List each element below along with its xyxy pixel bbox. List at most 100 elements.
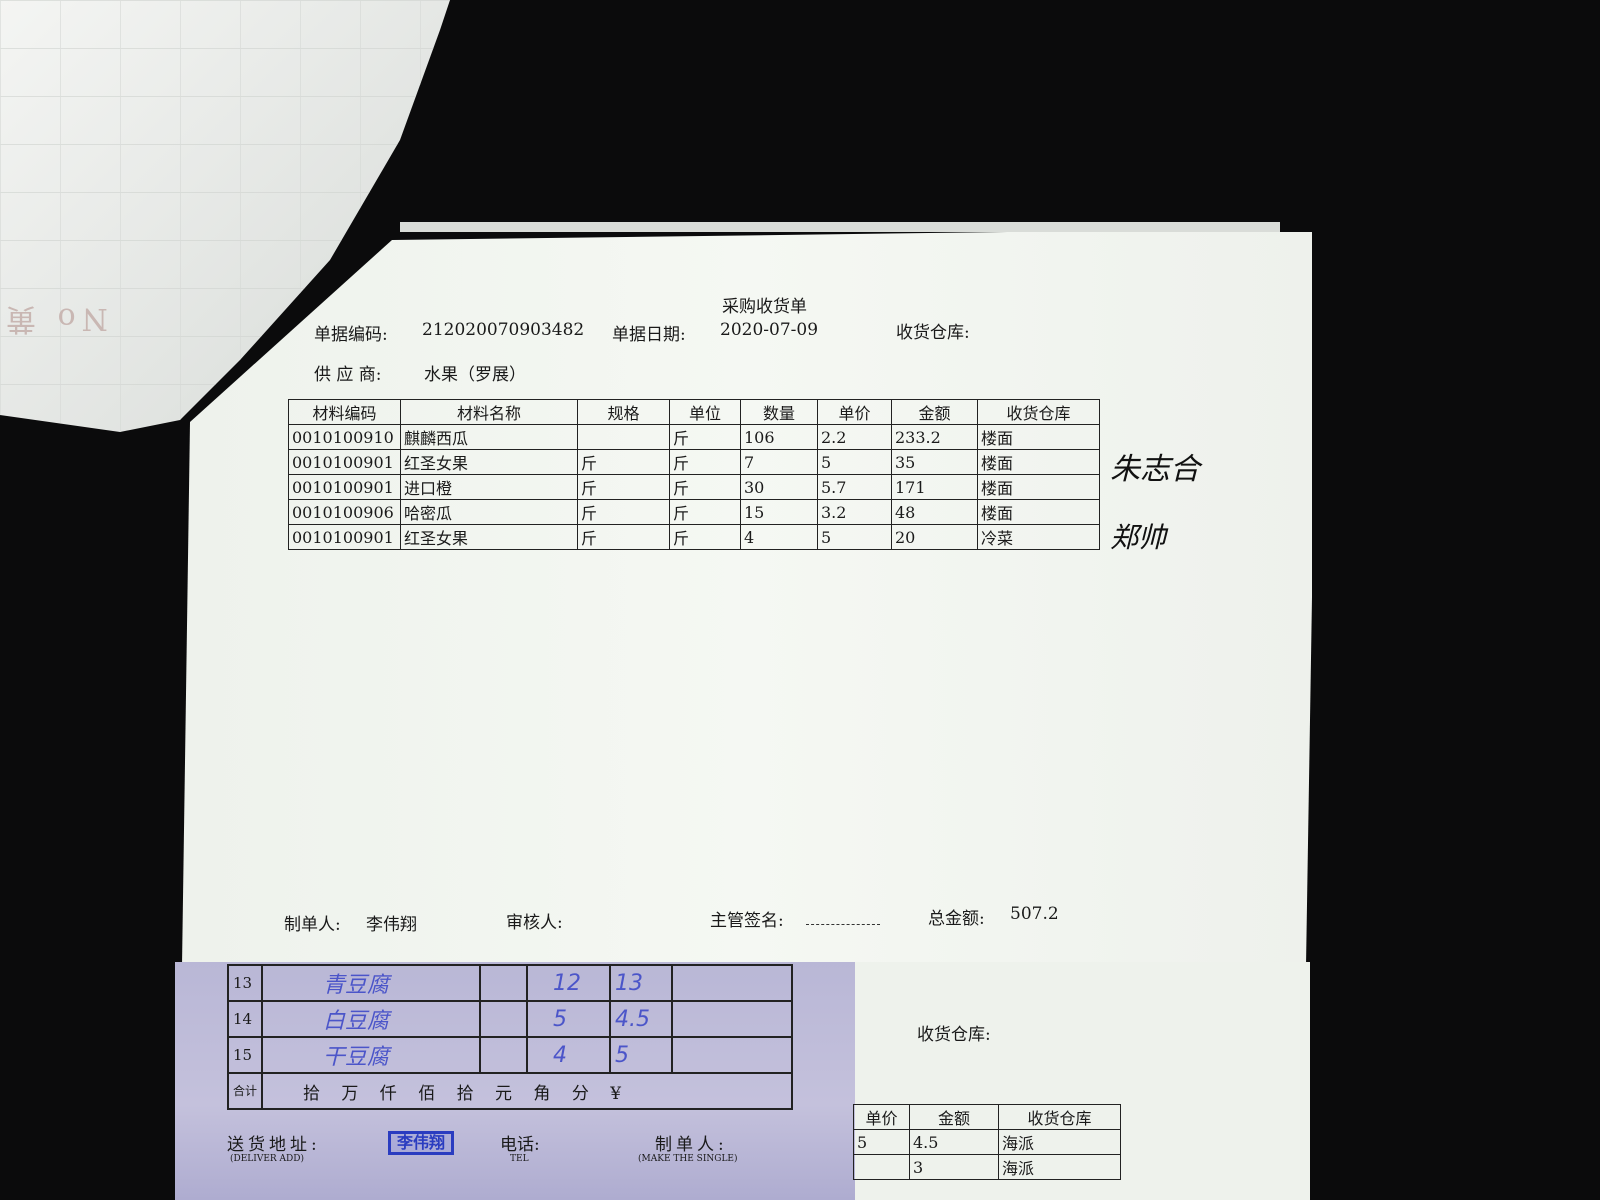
unit-cell: 斤 xyxy=(669,474,741,500)
warehouse-cell: 楼面 xyxy=(977,499,1100,525)
material-code-cell: 0010100906 xyxy=(288,499,401,525)
unit-cell: 斤 xyxy=(669,449,741,475)
quantity-cell: 5 xyxy=(526,1000,611,1038)
receipt-title: 采购收货单 xyxy=(722,297,807,317)
second-items-table: 单价 金额 收货仓库 5 4.5 海派 3 海派 xyxy=(853,1104,1121,1180)
row-number-cell: 14 xyxy=(227,1000,263,1038)
material-code-cell: 0010100901 xyxy=(288,474,401,500)
unit-price-cell: 5 xyxy=(817,524,892,550)
row-number-cell: 15 xyxy=(227,1036,263,1074)
supervisor-label: 主管签名: xyxy=(710,911,784,931)
amount-cell: 233.2 xyxy=(891,424,978,450)
spec-cell: 斤 xyxy=(577,449,670,475)
tel-en: TEL xyxy=(510,1154,529,1164)
quantity-cell: 106 xyxy=(740,424,818,450)
spec-cell: 斤 xyxy=(577,474,670,500)
doc-date-label: 单据日期: xyxy=(612,325,686,345)
unit-cell: 斤 xyxy=(669,424,741,450)
maker-label: 制单人: xyxy=(655,1135,728,1155)
name-stamp: 李伟翔 xyxy=(388,1131,455,1155)
quantity-cell: 12 xyxy=(526,964,611,1002)
material-code-cell: 0010100910 xyxy=(288,424,401,450)
amount-units: 拾 万 仟 佰 拾 元 角 分 ¥ xyxy=(261,1072,793,1110)
col-header: 单价 xyxy=(817,399,892,425)
delivery-table: 13 青豆腐 12 13 14 白豆腐 5 4.5 15 干豆腐 4 5 合计 拾 万 仟 佰 拾 元… xyxy=(227,964,793,1110)
blank-cell xyxy=(671,1000,793,1038)
second-receipt: 收货仓库: 单价 金额 收货仓库 5 4.5 海派 3 海派 xyxy=(853,962,1310,1200)
amount-cell: 171 xyxy=(891,474,978,500)
maker-en: (MAKE THE SINGLE) xyxy=(638,1154,738,1164)
quantity-cell: 4 xyxy=(740,524,818,550)
address-en: (DELIVER ADD) xyxy=(230,1154,304,1164)
sum-row: 合计 拾 万 仟 佰 拾 元 角 分 ¥ xyxy=(227,1072,793,1110)
supplier-label: 供 应 商: xyxy=(314,365,382,385)
cell: 海派 xyxy=(998,1154,1121,1180)
quantity-cell: 30 xyxy=(740,474,818,500)
price-cell: 4.5 xyxy=(609,1000,673,1038)
quantity-cell: 15 xyxy=(740,499,818,525)
col-header: 单价 xyxy=(853,1104,910,1130)
col-header: 收货仓库 xyxy=(998,1104,1121,1130)
material-code-cell: 0010100901 xyxy=(288,524,401,550)
blank-cell xyxy=(479,1036,528,1074)
material-name-cell: 哈密瓜 xyxy=(400,499,578,525)
material-name-cell: 进口橙 xyxy=(400,474,578,500)
blank-cell xyxy=(479,964,528,1002)
supervisor-signature-line xyxy=(806,924,880,925)
col-header: 收货仓库 xyxy=(977,399,1100,425)
quantity-cell: 7 xyxy=(740,449,818,475)
unit-cell: 斤 xyxy=(669,499,741,525)
handwritten-signature: 郑帅 xyxy=(1110,521,1167,554)
table-row: 0010100906 哈密瓜斤斤 15 3.2 48 楼面 xyxy=(288,499,1100,525)
material-code-cell: 0010100901 xyxy=(288,449,401,475)
price-cell: 5 xyxy=(609,1036,673,1074)
item-name-cell: 青豆腐 xyxy=(261,964,481,1002)
table-row: 5 4.5 海派 xyxy=(853,1129,1121,1155)
material-name-cell: 红圣女果 xyxy=(400,449,578,475)
material-name-cell: 麒麟西瓜 xyxy=(400,424,578,450)
col-header: 材料编码 xyxy=(288,399,401,425)
amount-cell: 48 xyxy=(891,499,978,525)
warehouse-label: 收货仓库: xyxy=(896,323,970,343)
delivery-row: 14 白豆腐 5 4.5 xyxy=(227,1000,793,1038)
table-row: 3 海派 xyxy=(853,1154,1121,1180)
amount-cell: 35 xyxy=(891,449,978,475)
blank-cell xyxy=(479,1000,528,1038)
col-header: 单位 xyxy=(669,399,741,425)
table-row: 0010100901 进口橙斤斤 30 5.7 171 楼面 xyxy=(288,474,1100,500)
cell xyxy=(853,1154,910,1180)
doc-no-label: 单据编码: xyxy=(314,325,388,345)
paper-stack-edge xyxy=(400,222,1280,232)
delivery-row: 13 青豆腐 12 13 xyxy=(227,964,793,1002)
cell: 4.5 xyxy=(909,1129,999,1155)
blank-cell xyxy=(671,1036,793,1074)
col-header: 数量 xyxy=(740,399,818,425)
table-row: 0010100901 红圣女果斤斤 4 5 20 冷菜 xyxy=(288,524,1100,550)
total-label: 总金额: xyxy=(928,909,985,929)
cell: 3 xyxy=(909,1154,999,1180)
tel-label: 电话: xyxy=(500,1135,540,1155)
warehouse-cell: 楼面 xyxy=(977,449,1100,475)
warehouse-cell: 楼面 xyxy=(977,424,1100,450)
spec-cell: 斤 xyxy=(577,524,670,550)
delivery-row: 15 干豆腐 4 5 xyxy=(227,1036,793,1074)
warehouse-cell: 楼面 xyxy=(977,474,1100,500)
warehouse-cell: 冷菜 xyxy=(977,524,1100,550)
items-table: 材料编码 材料名称 规格 单位 数量 单价 金额 收货仓库 0010100910… xyxy=(288,399,1100,550)
item-name-cell: 干豆腐 xyxy=(261,1036,481,1074)
unit-price-cell: 2.2 xyxy=(817,424,892,450)
maker: 李伟翔 xyxy=(366,915,417,935)
purchase-receipt: 采购收货单 单据编码: 212020070903482 单据日期: 2020-0… xyxy=(182,232,1312,966)
quantity-cell: 4 xyxy=(526,1036,611,1074)
col-header: 金额 xyxy=(891,399,978,425)
unit-price-cell: 5 xyxy=(817,449,892,475)
handwritten-signature: 朱志合 xyxy=(1110,452,1200,487)
row-number-cell: 13 xyxy=(227,964,263,1002)
amount-cell: 20 xyxy=(891,524,978,550)
spec-cell xyxy=(577,424,670,450)
cell: 5 xyxy=(853,1129,910,1155)
supplier: 水果（罗展） xyxy=(424,365,526,385)
unit-cell: 斤 xyxy=(669,524,741,550)
cell: 海派 xyxy=(998,1129,1121,1155)
delivery-note: 13 青豆腐 12 13 14 白豆腐 5 4.5 15 干豆腐 4 5 合计 拾 万 仟 佰 拾 元… xyxy=(175,962,855,1200)
